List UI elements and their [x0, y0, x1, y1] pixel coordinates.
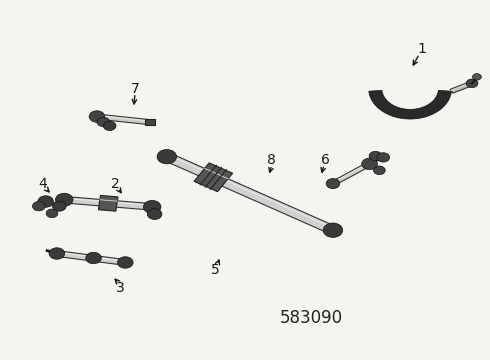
Polygon shape	[194, 163, 233, 192]
Circle shape	[377, 153, 390, 162]
Circle shape	[49, 248, 65, 259]
FancyBboxPatch shape	[145, 119, 155, 126]
Circle shape	[118, 257, 133, 268]
Polygon shape	[103, 115, 148, 125]
Text: 7: 7	[131, 82, 140, 95]
Circle shape	[55, 193, 73, 206]
Text: 6: 6	[321, 153, 330, 167]
Polygon shape	[56, 251, 126, 265]
Circle shape	[46, 209, 58, 218]
Text: 4: 4	[38, 177, 47, 190]
Polygon shape	[369, 90, 451, 119]
Polygon shape	[164, 153, 336, 234]
Polygon shape	[331, 162, 371, 185]
Circle shape	[157, 149, 176, 164]
Circle shape	[362, 158, 377, 170]
Polygon shape	[64, 197, 153, 210]
Polygon shape	[98, 195, 118, 211]
Circle shape	[466, 79, 478, 87]
Text: 5: 5	[211, 263, 220, 276]
Circle shape	[369, 151, 382, 161]
Text: 2: 2	[111, 177, 120, 190]
Text: 1: 1	[417, 42, 426, 56]
Circle shape	[38, 196, 53, 207]
Circle shape	[326, 179, 340, 189]
Text: 3: 3	[116, 280, 125, 294]
Circle shape	[86, 252, 101, 264]
Circle shape	[144, 201, 161, 213]
Circle shape	[52, 201, 66, 211]
Circle shape	[147, 209, 162, 220]
Text: 8: 8	[268, 153, 276, 167]
Circle shape	[323, 223, 343, 237]
Circle shape	[89, 111, 105, 122]
Circle shape	[97, 117, 110, 127]
Text: 583090: 583090	[279, 309, 343, 327]
Circle shape	[32, 202, 45, 211]
Polygon shape	[450, 81, 473, 93]
Circle shape	[472, 74, 481, 80]
Circle shape	[373, 166, 385, 175]
Circle shape	[103, 121, 116, 131]
